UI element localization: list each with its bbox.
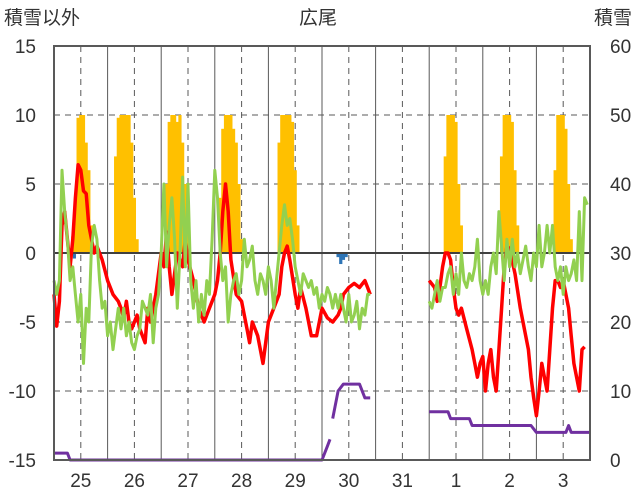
x-tick-label: 30 (338, 471, 359, 492)
y-axis-label: 積雪以外 (4, 7, 80, 29)
bar (564, 128, 568, 253)
bar (122, 115, 126, 253)
bar (499, 156, 504, 253)
chart-title: 広尾 (299, 7, 337, 29)
y-tick-label: 15 (15, 37, 36, 58)
bar (127, 115, 131, 253)
bar (502, 115, 506, 253)
bar (226, 115, 230, 253)
bar (132, 197, 137, 253)
y2-tick-label: 60 (610, 37, 631, 58)
bar (296, 225, 300, 253)
bar (73, 204, 78, 253)
bar (516, 225, 520, 253)
left-tick-labels: -15 -10 -5 0 5 10 15 (9, 37, 36, 472)
bar (451, 115, 455, 253)
y-tick-label: -10 (9, 382, 36, 403)
bar (79, 115, 83, 253)
bar (556, 115, 560, 253)
plot-frame (53, 45, 591, 461)
series-line (429, 410, 590, 434)
bar (507, 115, 512, 253)
bar (175, 121, 179, 254)
bar (454, 121, 458, 254)
y2-tick-label: 40 (610, 175, 631, 196)
y2-tick-label: 10 (610, 382, 631, 403)
x-tick-label: 3 (558, 471, 569, 492)
bar (164, 184, 169, 253)
y-tick-label: 0 (25, 244, 36, 265)
x-tick-label: 29 (285, 471, 306, 492)
bar (553, 170, 557, 253)
y-tick-label: -5 (19, 313, 36, 334)
bar (114, 156, 118, 253)
bar (459, 225, 463, 253)
bar (135, 239, 139, 253)
right-tick-labels: 0 10 20 30 40 50 60 (610, 37, 631, 472)
x-tick-label: 2 (504, 471, 515, 492)
bar (178, 115, 182, 253)
bar (170, 115, 174, 253)
y-tick-label: 10 (15, 106, 36, 127)
y2-axis-label: 積雪 (594, 7, 632, 29)
x-tick-label: 25 (70, 471, 91, 492)
y2-tick-label: 0 (610, 451, 621, 472)
bar (561, 115, 565, 253)
bar (446, 115, 450, 253)
bar (229, 115, 233, 253)
y2-tick-label: 50 (610, 106, 631, 127)
series-line (52, 168, 371, 365)
bar (288, 115, 292, 253)
bar (569, 239, 573, 253)
bar (558, 115, 563, 253)
bar (513, 170, 517, 253)
bar (280, 115, 284, 253)
x-tick-label: 31 (392, 471, 413, 492)
series-line (427, 196, 589, 310)
bar (510, 121, 514, 254)
x-tick-label: 28 (231, 471, 252, 492)
y2-tick-label: 30 (610, 244, 631, 265)
bar (449, 115, 453, 253)
bar (293, 170, 297, 253)
bar (119, 115, 123, 253)
x-tick-label: 1 (451, 471, 462, 492)
bar (290, 121, 295, 254)
bar (505, 115, 509, 253)
bar (341, 253, 346, 260)
x-tick-labels: 25 26 27 28 29 30 31 1 2 3 (70, 471, 568, 492)
bar (566, 184, 571, 253)
bar (282, 115, 287, 253)
series-line (331, 382, 371, 419)
x-tick-label: 27 (177, 471, 198, 492)
bar (443, 156, 447, 253)
bar (285, 115, 289, 253)
y-tick-label: -15 (9, 451, 36, 472)
bar (237, 184, 241, 253)
bar (124, 115, 128, 253)
bar (336, 253, 340, 258)
bar (186, 225, 190, 253)
bar (231, 128, 236, 253)
bar (234, 142, 238, 253)
bar (239, 239, 244, 253)
bar (116, 117, 120, 253)
bar (277, 142, 281, 253)
bar (167, 121, 171, 254)
bar (221, 128, 225, 253)
bar (344, 253, 348, 258)
bar (457, 184, 461, 253)
bar (339, 253, 343, 265)
y-tick-label: 5 (25, 175, 36, 196)
bar (130, 142, 134, 253)
bar (72, 253, 76, 259)
y2-tick-label: 20 (610, 313, 631, 334)
series-lines (52, 162, 590, 462)
bar (172, 115, 177, 253)
x-tick-label: 26 (124, 471, 145, 492)
